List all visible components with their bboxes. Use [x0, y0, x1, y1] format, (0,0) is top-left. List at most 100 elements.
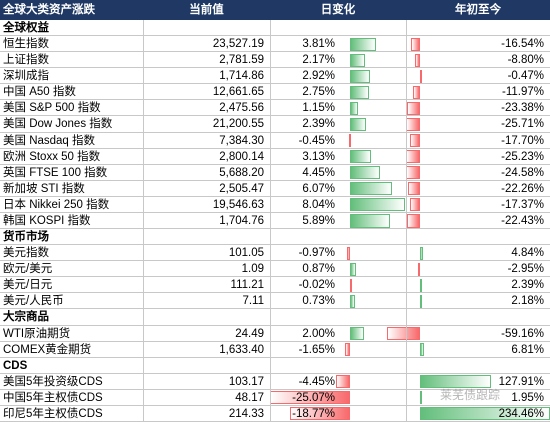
data-bar	[420, 246, 423, 260]
daily-change: 2.00%	[302, 327, 335, 340]
section-title: 全球权益	[3, 22, 49, 34]
asset-name: 上证指数	[3, 54, 49, 67]
ytd-change: -2.95%	[507, 263, 544, 276]
data-bar	[350, 69, 370, 83]
grid-line	[0, 115, 550, 117]
grid-line	[0, 211, 550, 213]
asset-name: 印尼5年主权债CDS	[3, 407, 103, 420]
column-header: 当前值	[189, 4, 224, 16]
current-value: 111.21	[230, 279, 264, 292]
asset-name: 中国 A50 指数	[3, 86, 76, 99]
grid-line	[0, 99, 550, 101]
daily-change: -4.45%	[298, 375, 335, 388]
daily-change: 3.13%	[302, 150, 335, 163]
daily-change: 2.75%	[302, 86, 335, 99]
current-value: 7,384.30	[219, 134, 264, 147]
grid-line	[0, 228, 550, 230]
asset-name: COMEX黄金期货	[3, 343, 92, 356]
asset-name: 美元指数	[3, 247, 49, 260]
current-value: 214.33	[228, 407, 264, 420]
current-value: 48.17	[235, 391, 264, 404]
ytd-change: -16.54%	[501, 38, 544, 51]
data-bar	[349, 278, 352, 292]
daily-change: -0.02%	[298, 279, 335, 292]
data-bar	[348, 134, 351, 148]
daily-change: 4.45%	[302, 166, 335, 179]
asset-name: 欧洲 Stoxx 50 指数	[3, 150, 101, 163]
header-title: 全球大类资产涨跌	[3, 4, 95, 16]
column-line	[270, 20, 271, 422]
asset-name: 深圳成指	[3, 70, 49, 83]
grid-line	[0, 308, 550, 310]
current-value: 2,800.14	[219, 150, 264, 163]
ytd-change: -59.16%	[501, 327, 544, 340]
watermark: 莱芜债跟踪	[440, 388, 501, 402]
daily-change: 6.07%	[302, 182, 335, 195]
section-title: CDS	[3, 359, 28, 372]
grid-line	[0, 244, 550, 246]
data-bar	[420, 294, 422, 308]
current-value: 1,633.40	[219, 343, 264, 356]
asset-name: 日本 Nikkei 250 指数	[3, 198, 110, 211]
current-value: 1.09	[241, 263, 264, 276]
grid-line	[0, 179, 550, 181]
asset-name: 中国5年主权债CDS	[3, 391, 103, 404]
column-header: 日变化	[320, 4, 356, 16]
header-cell	[0, 0, 550, 20]
current-value: 5,688.20	[219, 166, 264, 179]
daily-change: 2.39%	[302, 118, 335, 131]
ytd-change: -8.80%	[507, 54, 544, 67]
asset-name: 恒生指数	[3, 38, 49, 51]
data-bar	[410, 37, 420, 51]
ytd-change: 234.46%	[498, 407, 544, 420]
ytd-change: -11.97%	[502, 86, 544, 99]
daily-change: 2.92%	[302, 70, 335, 83]
current-value: 19,546.63	[212, 198, 264, 211]
current-value: 24.49	[235, 327, 264, 340]
data-bar	[415, 53, 420, 67]
ytd-change: 127.91%	[498, 375, 544, 388]
grid-line	[0, 51, 550, 53]
data-bar	[387, 327, 420, 341]
daily-change: 0.73%	[302, 295, 335, 308]
data-bar	[290, 407, 350, 421]
ytd-change: -22.26%	[501, 182, 544, 195]
daily-change: -25.07%	[292, 391, 335, 404]
asset-name: WTI原油期货	[3, 327, 71, 340]
asset-name: 美国 Nasdaq 指数	[3, 134, 96, 147]
data-bar	[420, 343, 424, 357]
grid-line	[0, 292, 550, 294]
asset-name: 美国 S&P 500 指数	[3, 102, 101, 115]
daily-change: -1.65%	[298, 343, 335, 356]
grid-line	[0, 404, 550, 406]
data-bar	[407, 214, 420, 228]
ytd-change: 2.39%	[511, 279, 544, 292]
data-bar	[406, 101, 420, 115]
asset-name: 美元/日元	[3, 279, 53, 292]
daily-change: -0.97%	[298, 247, 335, 260]
data-bar	[407, 182, 420, 196]
data-bar	[350, 262, 356, 276]
data-bar	[350, 198, 405, 212]
asset-name: 美国 Dow Jones 指数	[3, 118, 113, 131]
data-bar	[350, 166, 381, 180]
current-value: 7.11	[242, 295, 264, 308]
daily-change: 3.81%	[302, 38, 335, 51]
grid-line	[0, 356, 550, 358]
column-line	[143, 20, 144, 422]
ytd-change: 4.84%	[511, 247, 544, 260]
data-bar	[344, 343, 350, 357]
current-value: 12,661.65	[212, 86, 264, 99]
current-value: 2,781.59	[219, 54, 264, 67]
current-value: 1,714.86	[219, 70, 264, 83]
daily-change: 1.15%	[302, 102, 335, 115]
grid-line	[0, 131, 550, 133]
ytd-change: -17.37%	[501, 198, 544, 211]
data-bar	[410, 134, 420, 148]
data-bar	[350, 37, 377, 51]
ytd-change: -25.23%	[501, 150, 544, 163]
asset-name: 韩国 KOSPI 指数	[3, 214, 91, 227]
data-bar	[410, 198, 420, 212]
ytd-change: 2.18%	[511, 295, 544, 308]
grid-line	[0, 276, 550, 278]
